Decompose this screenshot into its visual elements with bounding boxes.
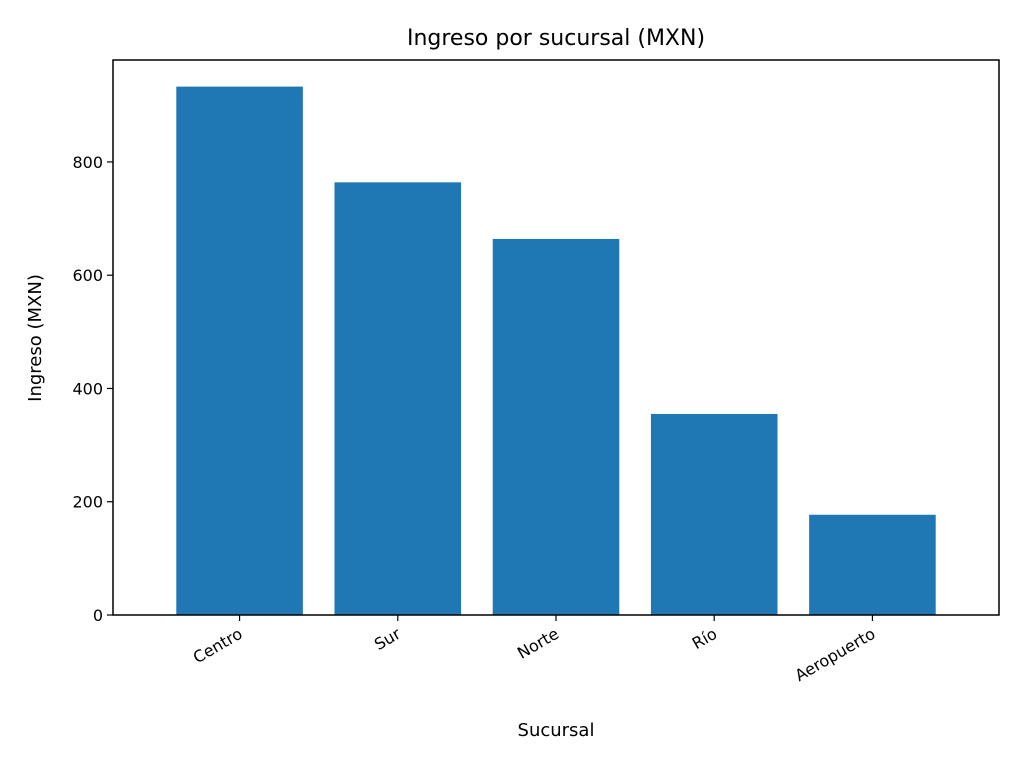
x-tick-label: Norte (514, 624, 562, 663)
x-tick-label: Río (689, 624, 720, 653)
bars-group (176, 86, 936, 616)
y-axis-label: Ingreso (MXN) (25, 274, 46, 402)
y-tick-label: 0 (93, 606, 103, 625)
y-tick-label: 600 (72, 266, 103, 285)
plot-frame (112, 59, 1000, 616)
x-tick-label: Centro (190, 624, 246, 667)
bar-sur (334, 182, 462, 615)
x-tick-label: Sur (371, 624, 404, 654)
bar-centro (176, 86, 303, 615)
y-tick-label: 400 (72, 379, 103, 398)
y-tick-label: 800 (72, 153, 103, 172)
x-axis-ticks: Centro Sur Norte Río Aeropuerto (190, 615, 879, 685)
bar-aeropuerto (809, 514, 936, 615)
x-axis-label: Sucursal (518, 720, 595, 741)
y-tick-label: 200 (72, 493, 103, 512)
bar-r-o (650, 413, 778, 615)
bar-norte (492, 238, 620, 616)
chart-title: Ingreso por sucursal (MXN) (407, 26, 705, 51)
y-axis-ticks: 0 200 400 600 800 (72, 153, 113, 625)
x-tick-label: Aeropuerto (792, 624, 879, 685)
